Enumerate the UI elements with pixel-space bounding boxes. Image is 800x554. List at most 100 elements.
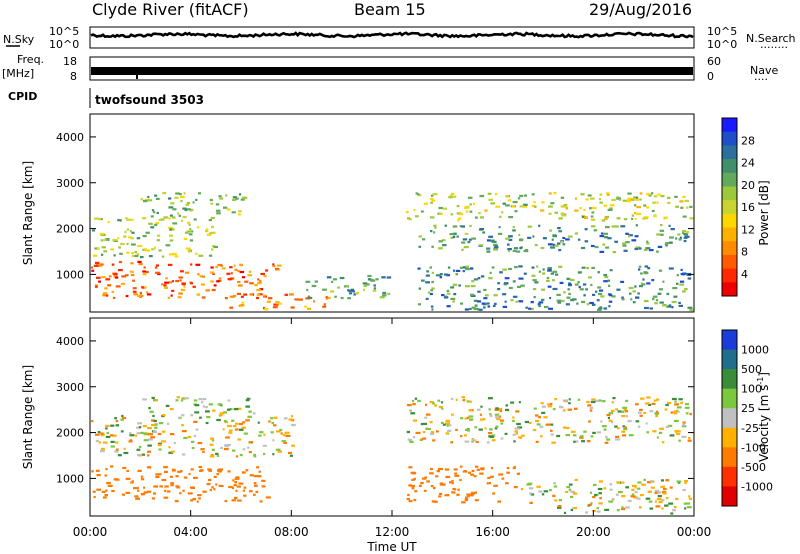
heatmap-cell xyxy=(181,453,186,456)
heatmap-cell xyxy=(675,409,679,412)
heatmap-cell xyxy=(430,198,434,201)
heatmap-cell xyxy=(208,403,213,406)
heatmap-cell xyxy=(106,431,109,435)
heatmap-cell xyxy=(514,430,518,433)
velocity-ylabel: Slant Range [km] xyxy=(21,365,35,469)
heatmap-cell xyxy=(348,289,353,292)
heatmap-cell xyxy=(225,194,228,197)
heatmap-cell xyxy=(184,397,189,400)
noise-ytick-left-top: 10^5 xyxy=(49,25,79,38)
heatmap-cell xyxy=(640,397,645,400)
heatmap-cell xyxy=(652,201,657,204)
heatmap-cell xyxy=(604,441,609,444)
noise-label-nsearch: N.Search xyxy=(746,32,796,45)
heatmap-cell xyxy=(438,495,442,498)
heatmap-cell xyxy=(590,218,596,221)
heatmap-cell xyxy=(232,425,237,428)
heatmap-cell xyxy=(379,296,385,299)
heatmap-cell xyxy=(162,414,166,417)
heatmap-cell xyxy=(253,453,256,457)
heatmap-cell xyxy=(488,198,494,201)
heatmap-cell xyxy=(231,419,235,422)
heatmap-cell xyxy=(121,414,124,418)
heatmap-cell xyxy=(642,217,646,220)
heatmap-cell xyxy=(111,263,115,266)
freq-panel-frame xyxy=(89,56,695,81)
heatmap-cell xyxy=(578,238,581,241)
heatmap-cell xyxy=(375,278,379,281)
heatmap-cell xyxy=(128,236,132,239)
heatmap-cell xyxy=(192,201,195,204)
heatmap-cell xyxy=(198,192,201,195)
heatmap-cell xyxy=(498,232,503,235)
heatmap-cell xyxy=(660,427,664,430)
heatmap-cell xyxy=(438,467,443,471)
heatmap-cell xyxy=(638,268,641,271)
heatmap-cell xyxy=(565,490,569,493)
heatmap-cell xyxy=(461,501,466,504)
heatmap-cell xyxy=(687,277,692,280)
heatmap-cell xyxy=(679,280,685,283)
heatmap-cell xyxy=(459,465,463,468)
heatmap-cell xyxy=(213,475,217,478)
heatmap-cell xyxy=(598,480,603,483)
heatmap-cell xyxy=(408,484,412,487)
heatmap-cell xyxy=(685,412,689,415)
heatmap-cell xyxy=(518,277,524,280)
heatmap-cell xyxy=(125,491,131,494)
heatmap-cell xyxy=(118,260,123,264)
heatmap-cell xyxy=(240,295,244,298)
heatmap-cell xyxy=(598,502,603,505)
heatmap-cell xyxy=(425,274,430,277)
heatmap-cell xyxy=(189,239,194,242)
heatmap-cell xyxy=(143,433,149,436)
heatmap-cell xyxy=(515,410,520,413)
heatmap-cell xyxy=(565,205,568,208)
heatmap-cell xyxy=(209,271,215,274)
heatmap-cell xyxy=(272,306,278,309)
heatmap-cell xyxy=(608,412,614,415)
heatmap-cell xyxy=(564,399,568,402)
heatmap-cell xyxy=(423,489,427,492)
heatmap-cell xyxy=(437,399,441,402)
heatmap-cell xyxy=(210,202,214,205)
heatmap-cell xyxy=(195,252,198,255)
heatmap-cell xyxy=(95,439,99,443)
heatmap-cell xyxy=(470,491,476,494)
heatmap-cell xyxy=(533,407,537,410)
heatmap-cell xyxy=(94,285,98,288)
heatmap-cell xyxy=(598,292,603,296)
heatmap-cell xyxy=(225,436,230,439)
heatmap-cell xyxy=(603,274,608,277)
heatmap-cell xyxy=(173,442,176,445)
heatmap-cell xyxy=(152,399,158,402)
heatmap-cell xyxy=(560,205,566,208)
heatmap-cell xyxy=(646,396,651,399)
heatmap-cell xyxy=(220,446,223,449)
heatmap-cell xyxy=(603,280,608,283)
heatmap-cell xyxy=(483,306,486,309)
heatmap-cell xyxy=(363,284,368,287)
heatmap-cell xyxy=(148,255,153,258)
heatmap-cell xyxy=(682,215,687,218)
heatmap-cell xyxy=(650,486,655,489)
heatmap-cell xyxy=(667,424,673,427)
heatmap-cell xyxy=(136,426,140,429)
heatmap-cell xyxy=(266,300,271,303)
heatmap-cell xyxy=(422,422,427,425)
heatmap-cell xyxy=(128,440,133,443)
heatmap-cell xyxy=(475,440,479,444)
heatmap-cell xyxy=(645,402,650,405)
heatmap-cell xyxy=(441,294,445,297)
heatmap-cell xyxy=(246,397,250,400)
heatmap-cell xyxy=(454,488,457,491)
heatmap-cell xyxy=(137,469,142,472)
heatmap-cell xyxy=(570,508,574,512)
heatmap-cell xyxy=(271,422,274,425)
heatmap-cell xyxy=(650,480,653,483)
heatmap-cell xyxy=(248,270,252,273)
heatmap-cell xyxy=(180,469,183,473)
freq-series-gap xyxy=(136,67,138,79)
heatmap-cell xyxy=(660,224,663,227)
heatmap-cell xyxy=(289,454,293,457)
